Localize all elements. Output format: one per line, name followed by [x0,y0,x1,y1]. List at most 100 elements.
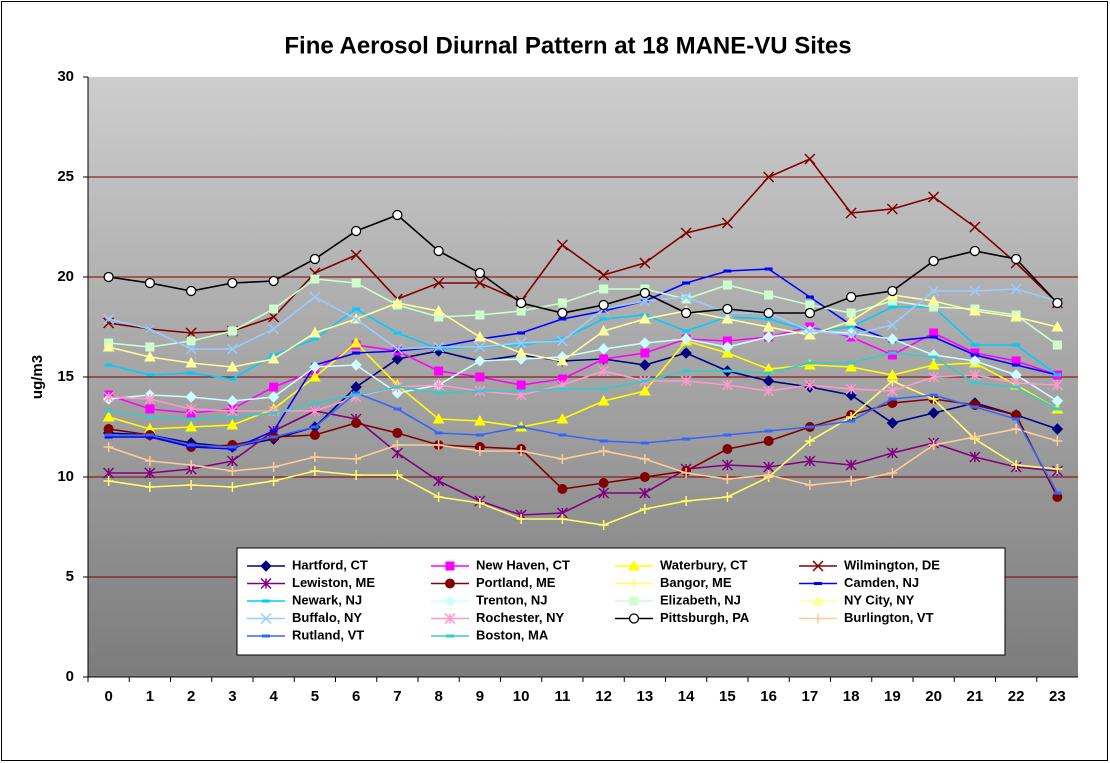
legend-label: Hartford, CT [292,557,368,572]
marker [597,394,610,406]
marker [598,520,609,530]
marker [886,417,899,429]
marker [186,480,197,490]
marker [144,350,156,362]
marker [722,492,733,502]
marker [805,300,815,310]
marker [804,480,815,490]
legend-marker [260,577,272,590]
marker [639,257,651,269]
y-axis-label: ug/m3 [29,355,46,399]
marker [516,514,527,524]
legend-label: Wilmington, DE [844,557,940,572]
marker [269,304,279,314]
marker [969,304,981,316]
marker [391,296,404,308]
marker [556,335,568,347]
legend-marker [445,578,455,589]
series-line [108,392,1059,494]
marker [845,329,857,341]
marker [639,384,651,396]
marker [1010,283,1022,295]
legend-label: Boston, MA [476,627,549,642]
legend-marker [444,595,456,607]
marker [227,482,238,492]
marker [721,341,734,353]
series-line [108,306,1058,380]
marker [433,440,444,450]
legend-marker [260,560,272,572]
marker [268,323,280,335]
marker [557,484,568,494]
marker [598,478,609,488]
marker [845,383,857,395]
marker [556,412,569,424]
legend-marker [812,594,824,606]
marker [639,287,651,299]
series-group [102,153,1064,530]
marker [928,371,940,383]
marker [227,466,238,476]
legend-label: Buffalo, NY [292,610,362,625]
marker [680,227,692,239]
marker [516,380,526,390]
marker [474,341,486,353]
marker [969,285,981,297]
marker [680,333,692,345]
marker [681,468,692,478]
marker [598,365,610,377]
legend-label: Elizabeth, NJ [660,592,741,607]
marker [845,459,857,471]
marker [639,487,651,499]
series-line [108,288,1058,350]
marker [226,360,239,372]
marker [144,393,156,405]
marker [309,405,321,417]
x-tick-label: 10 [513,688,530,705]
marker [1010,310,1022,322]
marker [350,313,362,325]
marker [762,320,775,332]
x-tick-label: 6 [352,688,360,705]
marker [351,470,362,480]
legend-label: Rochester, NY [476,610,564,625]
marker [639,359,651,371]
marker [186,460,197,470]
marker [598,269,610,281]
legend-label: Burlington, VT [844,610,934,625]
y-tick-label: 5 [66,568,74,585]
marker [391,353,404,365]
marker [680,291,692,303]
marker [1051,379,1063,391]
legend-marker [629,578,639,589]
marker [269,382,279,392]
marker [721,312,734,324]
marker [144,467,156,479]
marker [309,452,320,462]
marker [185,391,197,403]
marker [185,356,197,368]
series-line [108,158,1058,334]
marker [804,379,816,391]
marker [845,314,857,326]
marker [227,277,238,289]
marker [103,424,114,434]
marker [185,343,197,355]
series-line [108,410,1058,516]
marker [474,330,486,342]
marker [516,446,527,456]
x-tick-label: 17 [802,688,819,705]
marker [763,470,774,480]
series-line [108,370,1058,412]
marker [268,275,279,287]
marker [722,444,733,454]
marker [474,446,485,456]
marker [268,462,279,472]
y-tick-label: 25 [57,168,74,185]
marker [515,346,527,358]
marker [268,311,280,323]
marker [845,291,857,303]
marker [928,285,940,297]
marker [886,333,899,345]
